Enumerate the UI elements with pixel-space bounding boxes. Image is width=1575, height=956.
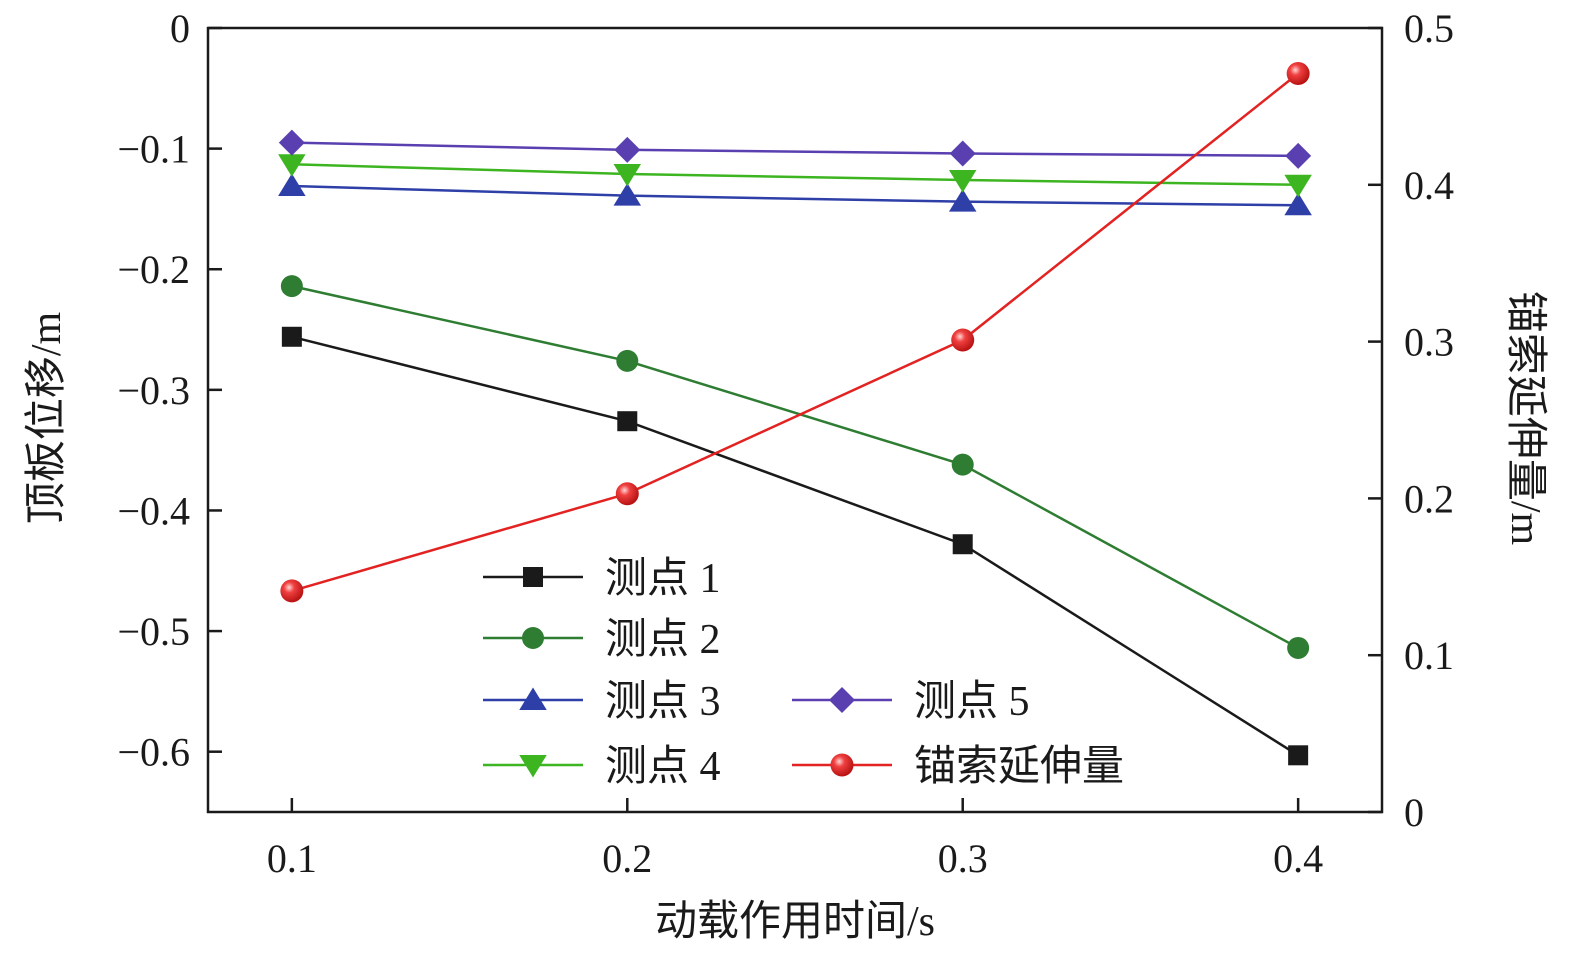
- series-line-2: [291, 284, 1299, 650]
- legend-marker: [522, 627, 544, 649]
- legend-label: 测点 1: [605, 556, 721, 602]
- x-axis-title: 动载作用时间/s: [655, 899, 935, 945]
- data-point-series-2: [616, 349, 639, 372]
- data-point-series-1: [281, 326, 302, 347]
- legend-marker: [830, 753, 854, 777]
- data-point-series-3: [1284, 192, 1312, 216]
- data-point-series-1: [617, 411, 638, 432]
- legend-marker: [519, 687, 547, 710]
- legend-marker: [519, 755, 547, 778]
- data-point-series-2: [280, 275, 303, 298]
- x-tick-label: 0.4: [1273, 836, 1323, 881]
- legend-marker: [829, 687, 855, 713]
- y-tick-label: −0.5: [117, 609, 190, 654]
- data-point-series-5: [614, 136, 641, 163]
- data-point-series-1: [952, 534, 973, 555]
- y2-tick-label: 0.1: [1404, 633, 1454, 678]
- data-point-series-6: [1286, 61, 1310, 85]
- legend-marker: [523, 567, 543, 587]
- y2-tick-label: 0.2: [1404, 476, 1454, 521]
- data-point-series-4: [1284, 174, 1312, 198]
- plot-area-frame: [206, 26, 1384, 814]
- y-tick-label: −0.1: [117, 127, 190, 172]
- legend-label: 测点 3: [605, 679, 721, 725]
- data-point-series-3: [948, 189, 977, 212]
- data-point-series-3: [278, 173, 306, 197]
- x-tick-label: 0.1: [267, 836, 317, 881]
- legend-label: 锚索延伸量: [914, 744, 1124, 790]
- series-line-3: [291, 184, 1299, 207]
- data-point-series-4: [613, 163, 642, 187]
- data-point-series-3: [613, 183, 642, 206]
- series-line-5: [291, 141, 1299, 158]
- y2-tick-label: 0: [1404, 790, 1424, 835]
- data-point-series-2: [951, 453, 974, 476]
- y-tick-label: −0.4: [117, 488, 190, 533]
- y-tick-label: −0.2: [117, 247, 190, 292]
- y-tick-label: 0: [170, 6, 190, 51]
- y2-tick-label: 0.3: [1404, 320, 1454, 365]
- series-line-4: [291, 163, 1299, 187]
- data-point-series-6: [951, 328, 975, 352]
- y2-tick-label: 0.4: [1404, 163, 1454, 208]
- y-tick-label: −0.3: [117, 368, 190, 413]
- y-tick-label: −0.6: [117, 730, 190, 775]
- data-point-series-6: [280, 579, 304, 603]
- y-axis-title: 顶板位移/m: [23, 312, 70, 525]
- data-point-series-4: [278, 154, 306, 177]
- y2-tick-label: 0.5: [1404, 6, 1454, 51]
- data-point-series-6: [615, 482, 639, 506]
- legend-label: 测点 4: [605, 744, 721, 790]
- series-line-6: [291, 72, 1299, 593]
- series-line-1: [291, 335, 1299, 757]
- legend-label: 测点 5: [914, 679, 1030, 725]
- data-point-series-2: [1287, 636, 1310, 659]
- legend-label: 测点 2: [605, 617, 721, 663]
- data-point-series-5: [1285, 142, 1312, 169]
- x-tick-label: 0.3: [938, 836, 988, 881]
- data-point-series-5: [278, 129, 305, 156]
- data-point-series-4: [948, 169, 977, 193]
- data-point-series-1: [1288, 745, 1309, 766]
- y2-axis-title: 锚索延伸量/m: [1502, 291, 1548, 546]
- x-tick-label: 0.2: [602, 836, 652, 881]
- data-point-series-5: [949, 140, 976, 167]
